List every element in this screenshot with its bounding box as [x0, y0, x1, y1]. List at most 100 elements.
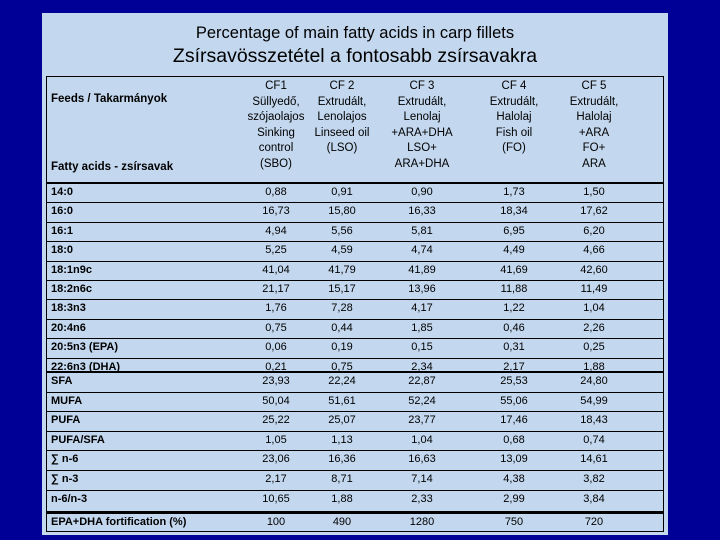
table-cell: 14,61: [580, 453, 608, 466]
row-divider: [47, 221, 663, 223]
column-header-line: Extrudált,: [397, 95, 447, 108]
column-header-1: CF1 Süllyedő, szójaolajos Sinking control (SB…: [231, 79, 321, 172]
table-cell: 4,38: [503, 473, 525, 485]
table-cell: 0,75: [265, 321, 287, 334]
table-cell: 4,17: [411, 302, 433, 315]
column-header-line: CF 3: [409, 80, 435, 92]
column-header-line: Extrudált,: [569, 95, 619, 108]
table-cell: 3,84: [583, 492, 605, 505]
column-header-line: ARA: [582, 157, 606, 170]
row-divider: [47, 318, 663, 320]
table-cell: 0,19: [331, 341, 353, 354]
column-header-line: CF1: [265, 80, 287, 92]
table-cell: 21,17: [262, 283, 290, 295]
row-label: PUFA: [51, 414, 81, 427]
fortification-separator: [47, 511, 663, 513]
row-label: 18:0: [51, 244, 74, 257]
row-label: n-6/n-3: [51, 492, 88, 505]
table-cell: 11,88: [500, 283, 528, 295]
row-label: SFA: [51, 375, 73, 387]
table-cell: 16,33: [408, 205, 436, 218]
table-cell: 41,69: [500, 263, 528, 276]
column-header-line: Extrudált,: [489, 95, 539, 108]
row-divider: [47, 202, 663, 204]
row-label: 22:6n3 (DHA): [51, 360, 121, 373]
header-separator: [47, 182, 663, 184]
table-cell: 24,80: [580, 375, 608, 387]
table-cell: 1,73: [503, 186, 525, 198]
row-label: 20:4n6: [51, 321, 86, 334]
table-cell: 5,56: [331, 224, 353, 237]
column-header-line: szójaolajos: [247, 111, 305, 123]
column-header-line: Fish oil: [495, 126, 533, 139]
table-cell: 1,13: [331, 433, 353, 446]
column-header-line: Halolaj: [496, 111, 532, 123]
table-cell: 22,87: [408, 375, 436, 387]
table-cell: 25,53: [500, 375, 528, 387]
column-header-line: CF 5: [581, 80, 607, 92]
summary-separator: [47, 371, 663, 373]
table-cell: 7,28: [331, 302, 353, 315]
column-header-line: Süllyedő,: [252, 95, 300, 108]
row-divider: [47, 470, 663, 471]
fatty-acids-header-label: Fatty acids - zsírsavak: [51, 161, 174, 173]
row-label: 16:1: [51, 224, 74, 237]
table-cell: 4,66: [583, 244, 605, 257]
table-cell: 50,04: [262, 394, 290, 407]
table-cell: 18,34: [500, 205, 528, 218]
table-cell: 3,82: [583, 473, 605, 485]
table-cell: 41,79: [328, 263, 356, 276]
table-cell: 1,76: [265, 302, 287, 315]
table-cell: 1,22: [503, 302, 525, 315]
row-divider: [47, 357, 663, 359]
row-divider: [47, 280, 663, 281]
table-cell: 0,06: [265, 341, 287, 354]
column-header-line: (LSO): [326, 142, 358, 154]
table-cell: 42,60: [580, 263, 608, 276]
table-cell: 750: [504, 516, 524, 528]
table-cell: 23,93: [262, 375, 290, 387]
row-divider: [47, 391, 663, 393]
column-header-line: Extrudált,: [317, 95, 367, 108]
row-divider: [47, 411, 663, 413]
table-cell: 16,73: [262, 205, 290, 218]
table-cell: 52,24: [408, 394, 436, 407]
fatty-acid-table: Feeds / Takarmányok Fatty acids - zsírsa…: [46, 76, 664, 532]
table-cell: 11,49: [580, 283, 608, 295]
table-cell: 2,26: [583, 321, 605, 334]
column-header-line: Lenolaj: [403, 111, 441, 123]
table-cell: 1,04: [583, 302, 605, 315]
table-cell: 0,74: [583, 433, 605, 446]
table-cell: 16,63: [408, 453, 436, 466]
table-cell: 4,74: [411, 244, 433, 257]
row-label: 18:3n3: [51, 302, 86, 315]
table-cell: 15,80: [328, 205, 356, 218]
table-cell: 0,75: [331, 360, 353, 373]
table-cell: 16,36: [328, 453, 356, 466]
row-divider: [47, 430, 663, 432]
table-cell: 25,07: [328, 414, 356, 427]
table-cell: 51,61: [328, 394, 356, 407]
table-cell: 0,68: [503, 433, 525, 446]
table-cell: 15,17: [328, 283, 356, 295]
table-cell: 720: [584, 516, 604, 528]
table-cell: 100: [266, 516, 286, 528]
row-label: 20:5n3 (EPA): [51, 341, 119, 354]
table-cell: 10,65: [262, 492, 290, 505]
title-english: Percentage of main fatty acids in carp f…: [195, 24, 515, 42]
row-label: 14:0: [51, 186, 74, 198]
table-cell: 0,25: [583, 341, 605, 354]
table-cell: 0,31: [503, 341, 525, 354]
column-header-line: Sinking: [257, 126, 295, 139]
row-divider: [47, 450, 663, 452]
table-cell: 1280: [409, 516, 435, 528]
row-label: 18:2n6c: [51, 283, 92, 295]
column-header-line: (SBO): [260, 157, 292, 170]
table-cell: 8,71: [331, 473, 353, 485]
table-cell: 1,88: [331, 492, 353, 505]
table-cell: 0,44: [331, 321, 353, 334]
table-cell: 6,95: [503, 224, 525, 237]
table-cell: 1,50: [583, 186, 605, 198]
row-divider: [47, 513, 663, 514]
table-cell: 1,05: [265, 433, 287, 446]
